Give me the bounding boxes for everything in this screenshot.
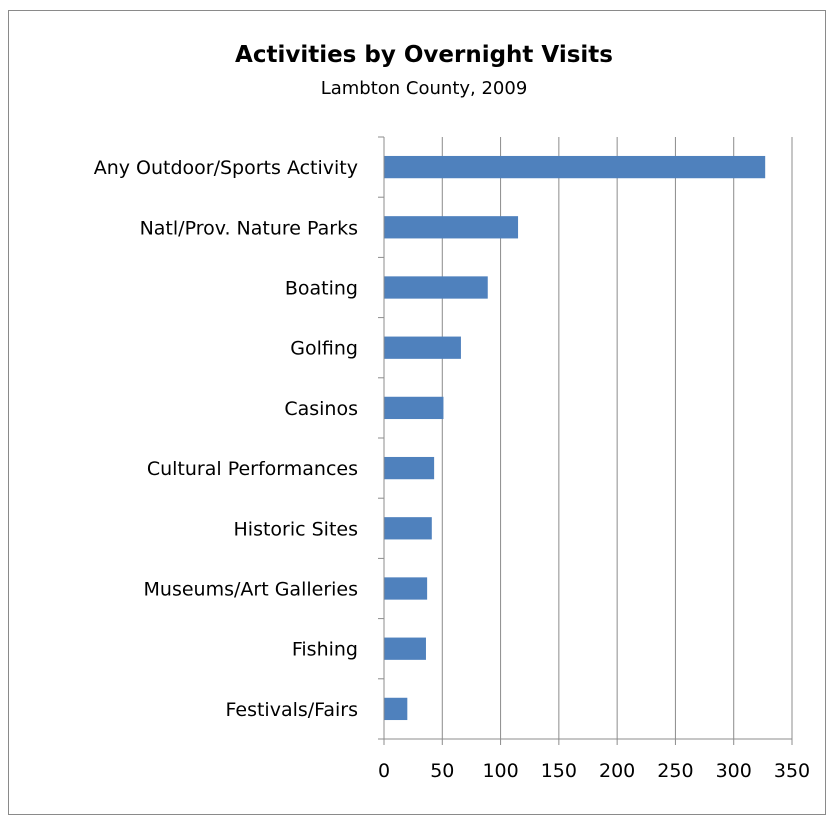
category-label: Museums/Art Galleries [144, 579, 358, 601]
category-label: Cultural Performances [147, 458, 358, 480]
bars [384, 155, 766, 721]
x-tick-label: 300 [716, 760, 752, 782]
bar [384, 517, 432, 540]
bar [384, 697, 408, 721]
category-label: Golfing [290, 338, 358, 360]
category-label: Any Outdoor/Sports Activity [94, 157, 358, 179]
bar [384, 155, 766, 179]
category-label: Boating [285, 278, 358, 300]
chart-title: Activities by Overnight Visits [235, 42, 613, 68]
x-tick-label: 50 [430, 760, 454, 782]
bar [384, 637, 426, 660]
category-label: Historic Sites [234, 518, 359, 540]
category-label: Casinos [284, 398, 358, 420]
bar [384, 336, 461, 359]
chart-subtitle: Lambton County, 2009 [321, 78, 528, 99]
bar [384, 456, 435, 480]
x-tick-label: 350 [774, 760, 810, 782]
category-label: Festivals/Fairs [226, 699, 359, 721]
x-tick-label: 250 [657, 760, 693, 782]
bar [384, 396, 444, 420]
category-labels: Any Outdoor/Sports Activity Natl/Prov. Na… [94, 157, 358, 721]
x-tick-labels: 0 50 100 150 200 250 300 350 [378, 760, 810, 782]
bar [384, 276, 488, 299]
category-label: Natl/Prov. Nature Parks [140, 217, 358, 239]
bar [384, 577, 428, 600]
x-tick-label: 150 [541, 760, 577, 782]
category-label: Fishing [292, 639, 358, 661]
x-tick-label: 100 [482, 760, 518, 782]
x-tick-label: 0 [378, 760, 390, 782]
bar [384, 216, 519, 239]
axes [378, 136, 793, 745]
x-tick-label: 200 [599, 760, 635, 782]
